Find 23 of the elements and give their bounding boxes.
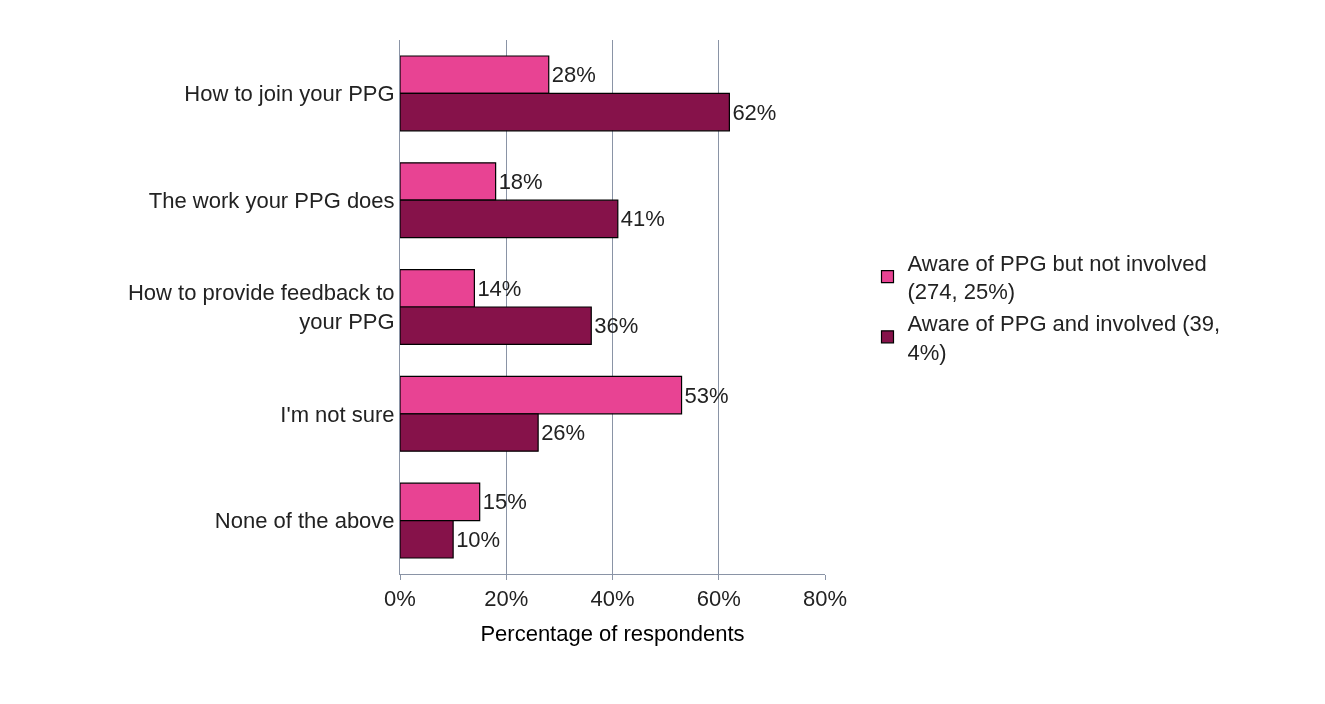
y-tick-label: I'm not sure (280, 401, 395, 427)
x-tick-label: 0% (384, 586, 416, 612)
x-tick-label: 20% (484, 586, 529, 612)
legend-label: Aware of PPG and involved (39, 4%) (907, 311, 1221, 365)
data-label: 15% (482, 489, 527, 515)
y-tick-label: How to join your PPG (184, 81, 395, 107)
x-tick-label: 60% (696, 586, 741, 612)
data-label: 18% (498, 169, 543, 195)
data-label: 14% (477, 275, 522, 301)
data-label: 41% (620, 206, 665, 232)
data-label: 62% (732, 99, 777, 125)
x-tick-label: 80% (802, 586, 848, 612)
data-label: 10% (456, 526, 501, 552)
y-tick-label: None of the above (214, 508, 395, 534)
y-tick-label: The work your PPG does (148, 187, 395, 213)
data-label: 53% (684, 382, 729, 408)
x-tick-label: 40% (590, 586, 635, 612)
x-axis-title: Percentage of respondents (480, 621, 745, 647)
data-label: 26% (541, 419, 586, 445)
data-label: 28% (551, 62, 596, 88)
legend-label: Aware of PPG but not involved (274, 25%) (907, 250, 1207, 305)
data-label: 36% (594, 313, 639, 339)
y-tick-label: How to provide feedback to your PPG (127, 280, 395, 334)
